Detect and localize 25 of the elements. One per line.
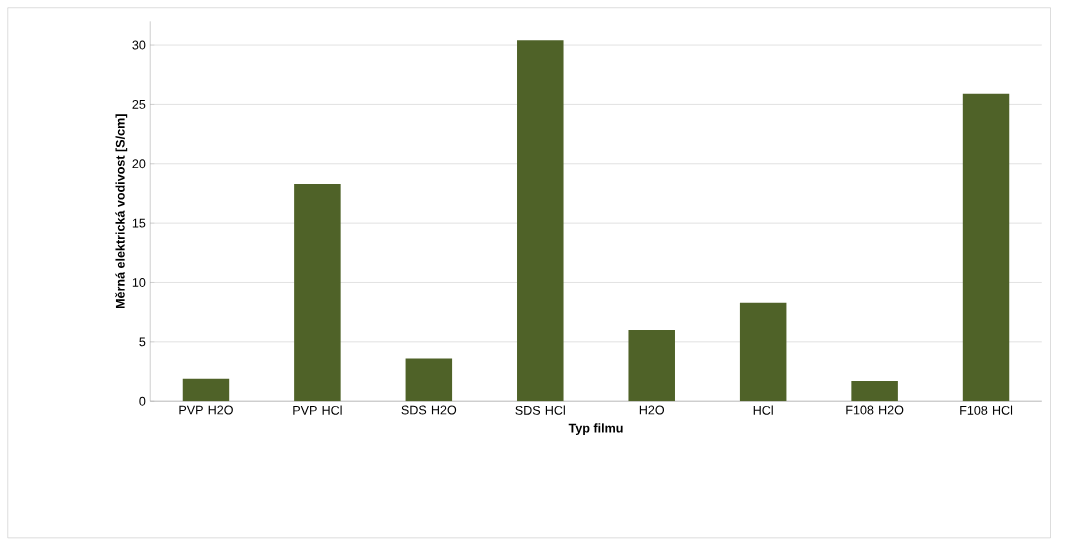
bar	[962, 93, 1010, 402]
bar	[739, 302, 787, 402]
y-tick-label: 15	[132, 218, 146, 228]
bar	[628, 330, 675, 402]
y-tick-label: 30	[132, 40, 146, 50]
x-tick-label: SDS HCl	[515, 405, 565, 415]
y-axis-title: Měrná elektrická vodivost [S/cm]	[115, 114, 128, 309]
x-axis-title: Typ filmu	[568, 423, 623, 436]
x-tick-label: HCl	[753, 405, 773, 415]
y-tick-label: 10	[132, 278, 146, 288]
bar	[517, 40, 564, 402]
bar	[851, 381, 898, 402]
y-tick-label: 0	[139, 396, 146, 406]
x-tick-label: PVP H2O	[179, 405, 233, 415]
x-tick-label: F108 H2O	[846, 405, 904, 415]
x-tick-label: PVP HCl	[293, 405, 342, 415]
bar	[405, 358, 453, 402]
x-tick-label: H2O	[639, 405, 665, 415]
y-tick-label: 5	[139, 337, 146, 347]
x-tick-label: SDS H2O	[401, 405, 457, 415]
y-tick-label: 25	[132, 100, 146, 110]
y-tick-label: 20	[132, 159, 146, 169]
x-tick-label: F108 HCl	[960, 405, 1013, 415]
bar	[182, 378, 230, 402]
bar	[294, 184, 341, 402]
